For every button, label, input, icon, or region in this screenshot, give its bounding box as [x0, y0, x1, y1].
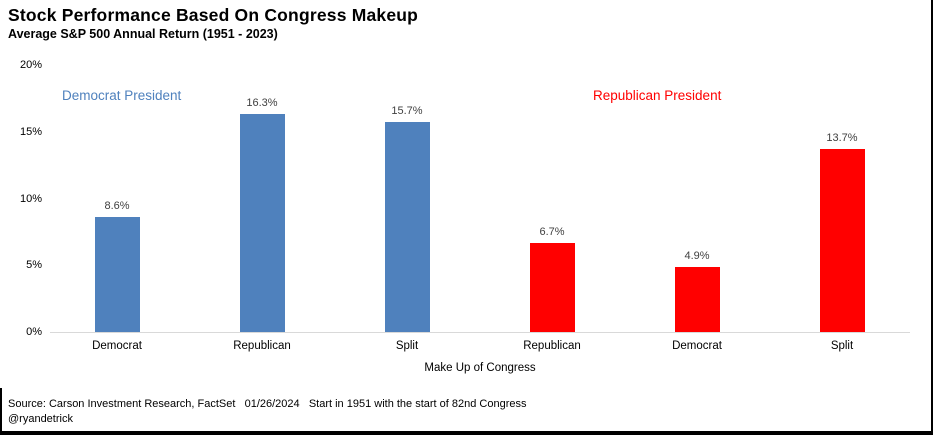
bar-democrat-4: [674, 267, 720, 332]
bar-value-label: 15.7%: [391, 105, 423, 117]
source-text: Source: Carson Investment Research, Fact…: [8, 398, 527, 410]
x-axis-category-label: Split: [830, 340, 854, 352]
x-axis-category-label: Republican: [523, 340, 581, 352]
chart-subtitle: Average S&P 500 Annual Return (1951 - 20…: [8, 27, 278, 41]
y-axis-tick-label: 15%: [19, 125, 42, 138]
legend-democrat-president: Democrat President: [62, 88, 182, 103]
x-axis-category-label: Republican: [233, 340, 291, 352]
y-axis-tick-label: 5%: [26, 259, 42, 272]
bar-democrat-0: [94, 217, 140, 332]
bar-value-label: 4.9%: [684, 250, 710, 262]
bottom-border: [0, 431, 933, 435]
x-axis-category-label: Split: [395, 340, 419, 352]
x-axis-baseline: [50, 332, 910, 333]
author-handle: @ryandetrick: [8, 413, 73, 425]
y-axis-tick-label: 20%: [19, 59, 42, 71]
x-axis-title: Make Up of Congress: [424, 362, 536, 374]
bar-split-5: [819, 149, 865, 332]
bar-value-label: 13.7%: [826, 132, 858, 144]
x-axis-category-label: Democrat: [92, 340, 142, 352]
y-axis-tick-label: 10%: [19, 192, 42, 205]
bar-split-2: [384, 122, 430, 332]
bar-value-label: 16.3%: [246, 97, 278, 109]
bar-value-label: 8.6%: [104, 200, 130, 212]
bar-value-label: 6.7%: [539, 226, 565, 238]
bar-republican-3: [529, 243, 575, 332]
bar-republican-1: [239, 114, 285, 332]
y-axis-tick-label: 0%: [26, 326, 42, 338]
left-border-segment: [0, 388, 2, 435]
legend-republican-president: Republican President: [593, 88, 722, 103]
chart-title: Stock Performance Based On Congress Make…: [8, 5, 419, 25]
x-axis-category-label: Democrat: [672, 340, 722, 352]
right-border: [931, 0, 933, 435]
